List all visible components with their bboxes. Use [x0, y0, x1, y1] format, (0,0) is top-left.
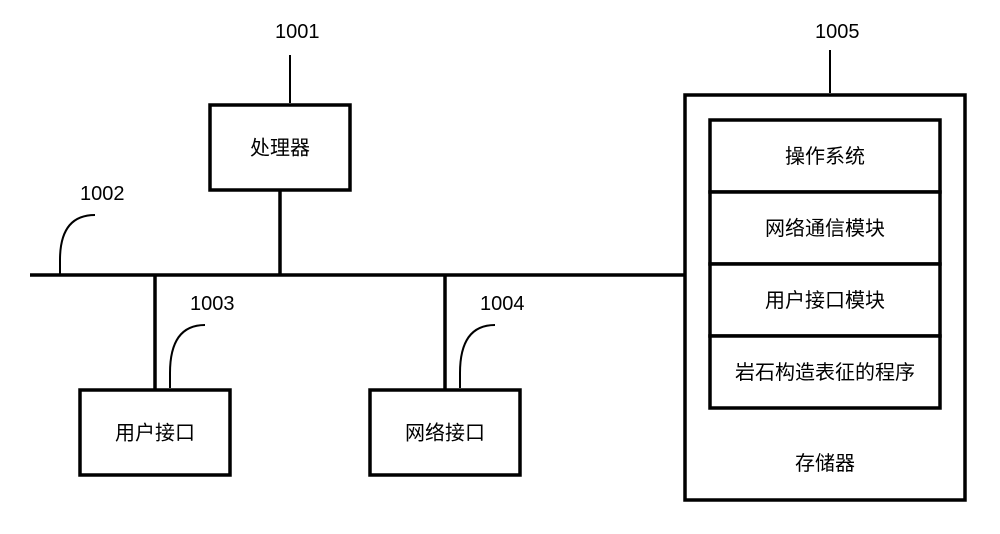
- memory-items: 操作系统网络通信模块用户接口模块岩石构造表征的程序: [710, 120, 940, 408]
- callout-leader: [60, 215, 95, 275]
- callout-leader: [170, 325, 205, 388]
- memory-item-label: 网络通信模块: [765, 217, 885, 240]
- callout-number: 1002: [80, 183, 125, 205]
- net-if-label: 网络接口: [405, 422, 485, 445]
- callout-number: 1004: [480, 293, 525, 315]
- callout-number: 1005: [815, 21, 860, 43]
- user-if-label: 用户接口: [115, 422, 195, 445]
- callout-leader: [460, 325, 495, 388]
- callout-number: 1001: [275, 21, 320, 43]
- memory-item-label: 岩石构造表征的程序: [735, 361, 915, 384]
- memory-item-label: 操作系统: [785, 145, 865, 168]
- processor-label: 处理器: [250, 137, 310, 160]
- callout-number: 1003: [190, 293, 235, 315]
- memory-item-label: 用户接口模块: [765, 289, 885, 312]
- memory-label: 存储器: [795, 452, 855, 475]
